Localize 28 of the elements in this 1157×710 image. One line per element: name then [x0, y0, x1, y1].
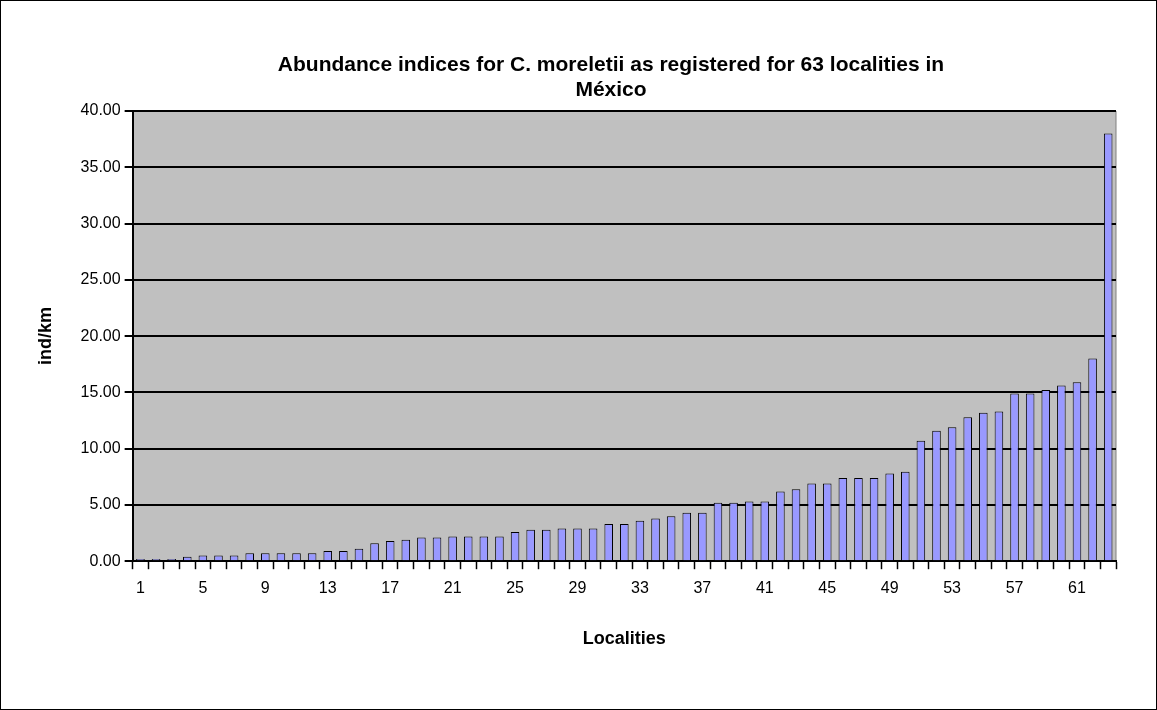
x-tick-label: 1: [135, 579, 145, 597]
x-tick-label: 9: [260, 579, 270, 597]
y-tick-label: 5.00: [89, 495, 121, 513]
y-tick-label: 10.00: [80, 439, 121, 457]
x-tick-label: 41: [755, 579, 774, 597]
y-tick-label: 35.00: [80, 157, 121, 175]
x-tick-label: 45: [818, 579, 837, 597]
y-axis-title: ind/km: [34, 307, 55, 366]
x-tick-label: 57: [1005, 579, 1024, 597]
y-tick-label: 40.00: [80, 101, 121, 119]
y-tick-label: 15.00: [80, 382, 121, 400]
x-tick-label: 53: [943, 579, 962, 597]
x-axis-title: Localities: [582, 628, 666, 649]
x-tick-label: 33: [631, 579, 649, 597]
x-tick-label: 17: [381, 579, 400, 597]
x-tick-label: 25: [506, 579, 525, 597]
x-tick-label: 21: [443, 579, 462, 597]
chart-title: Abundance indices for C. moreletii as registered for 63 localities in México: [276, 51, 946, 101]
x-tick-label: 29: [568, 579, 587, 597]
y-tick-label: 0.00: [89, 551, 121, 569]
y-tick-label: 20.00: [80, 326, 121, 344]
x-tick-label: 37: [693, 579, 712, 597]
x-tick-label: 49: [880, 579, 899, 597]
x-tick-label: 61: [1068, 579, 1086, 597]
x-tick-label: 13: [318, 579, 337, 597]
y-tick-label: 25.00: [80, 270, 121, 288]
y-tick-label: 30.00: [80, 213, 121, 231]
x-tick-label: 5: [198, 579, 208, 597]
